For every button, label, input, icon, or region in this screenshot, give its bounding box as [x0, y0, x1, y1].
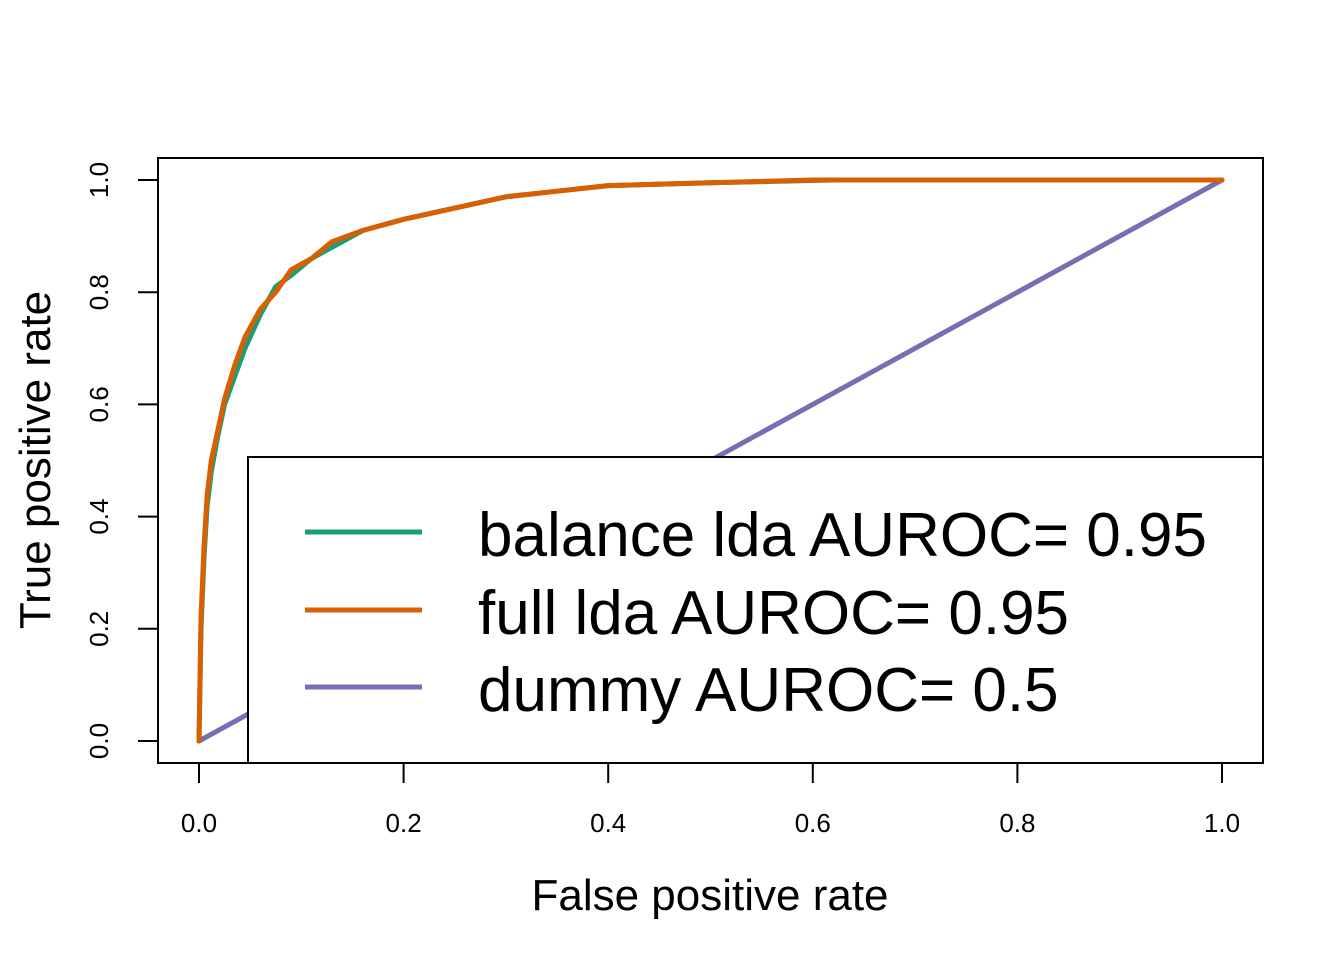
y-axis: 0.0 0.2 0.4 0.6 0.8 1.0: [84, 162, 159, 759]
x-tick-label: 1.0: [1204, 808, 1240, 838]
x-axis: 0.0 0.2 0.4 0.6 0.8 1.0: [181, 762, 1240, 838]
y-tick-label: 0.0: [84, 723, 114, 759]
legend-label-dummy: dummy AUROC= 0.5: [478, 656, 1059, 725]
y-axis-title: True positive rate: [11, 291, 60, 629]
x-tick-label: 0.8: [999, 808, 1035, 838]
y-tick-label: 0.8: [84, 274, 114, 310]
x-tick-label: 0.4: [590, 808, 626, 838]
x-tick-label: 0.2: [386, 808, 422, 838]
legend: balance lda AUROC= 0.95 full lda AUROC= …: [247, 456, 1264, 764]
x-tick-label: 0.0: [181, 808, 217, 838]
y-tick-label: 0.6: [84, 386, 114, 422]
y-tick-label: 0.4: [84, 499, 114, 535]
legend-label-full: full lda AUROC= 0.95: [478, 579, 1069, 648]
series-line-full-lda: [196, 177, 1225, 744]
x-axis-title: False positive rate: [531, 871, 888, 920]
x-tick-label: 0.6: [795, 808, 831, 838]
legend-label-balance: balance lda AUROC= 0.95: [478, 501, 1207, 570]
y-tick-label: 1.0: [84, 162, 114, 198]
y-tick-label: 0.2: [84, 611, 114, 647]
